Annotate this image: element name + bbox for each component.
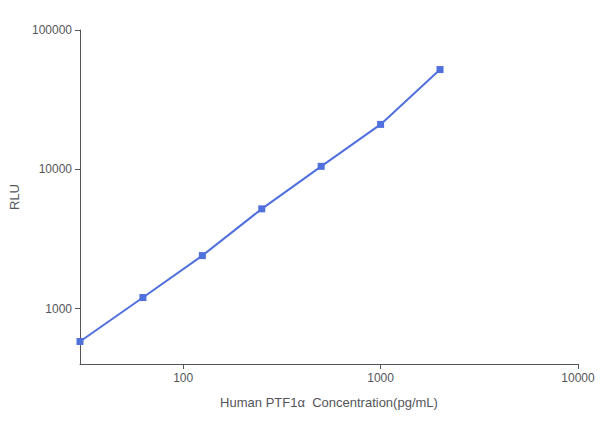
svg-text:Human PTF1α Concentration(pg/: Human PTF1α Concentration(pg/mL)	[220, 395, 438, 410]
svg-text:10000: 10000	[39, 162, 73, 176]
svg-text:1000: 1000	[45, 302, 72, 316]
svg-text:100: 100	[173, 371, 193, 385]
svg-text:100000: 100000	[32, 23, 72, 37]
svg-text:1000: 1000	[367, 371, 394, 385]
svg-text:RLU: RLU	[7, 184, 22, 210]
svg-text:10000: 10000	[561, 371, 595, 385]
